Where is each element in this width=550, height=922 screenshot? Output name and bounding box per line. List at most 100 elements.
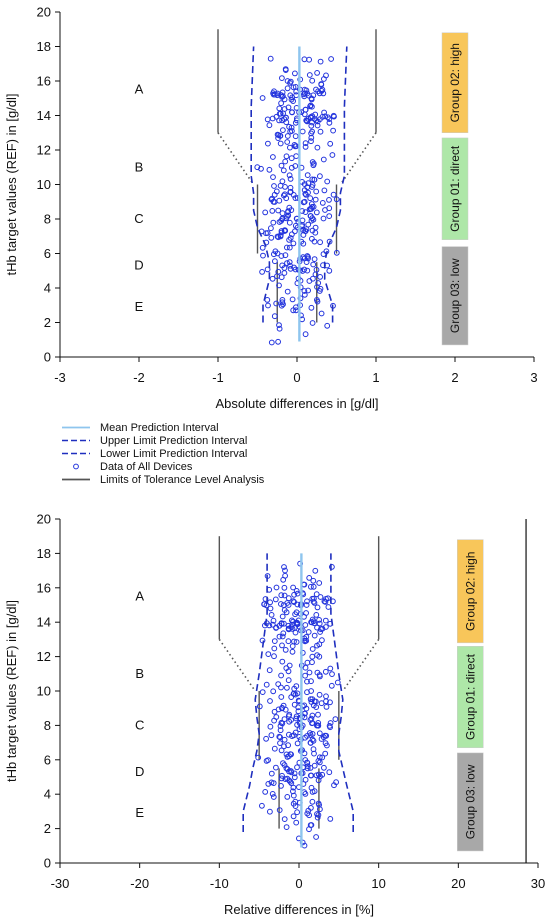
data-point <box>306 56 313 63</box>
data-point <box>309 653 316 660</box>
y-tick-label: 8 <box>44 718 51 733</box>
x-tick-label: -20 <box>130 876 149 891</box>
data-point <box>320 156 327 163</box>
data-point <box>277 727 284 734</box>
data-point <box>319 200 326 206</box>
data-point <box>283 195 290 202</box>
y-tick-label: 2 <box>44 821 51 836</box>
group-label: Group 01: direct <box>448 145 462 232</box>
data-point <box>322 732 329 739</box>
data-point <box>282 647 289 653</box>
data-point <box>327 816 334 822</box>
x-tick-label: -2 <box>133 370 145 385</box>
data-point <box>263 735 270 742</box>
data-point <box>286 753 292 759</box>
data-point <box>278 162 285 169</box>
data-point <box>255 754 262 761</box>
data-point <box>305 287 312 294</box>
data-point <box>327 140 334 147</box>
data-point <box>273 624 280 631</box>
data-point <box>270 780 277 786</box>
data-point <box>281 584 288 591</box>
data-point <box>309 320 316 326</box>
data-point <box>275 338 282 345</box>
data-point <box>304 759 311 766</box>
data-point <box>267 723 274 730</box>
data-point <box>323 704 330 710</box>
group-label: Group 01: direct <box>463 653 477 740</box>
data-point <box>310 618 317 625</box>
data-point <box>290 792 297 799</box>
x-axis-label: Absolute differences in [g/dl] <box>215 396 378 411</box>
data-point <box>325 604 332 610</box>
data-point <box>318 310 325 317</box>
data-point <box>317 629 324 635</box>
data-point <box>308 217 315 224</box>
data-point <box>293 588 300 594</box>
legend-label: Lower Limit Prediction Interval <box>100 448 247 460</box>
x-tick-label: -30 <box>51 876 70 891</box>
data-point <box>308 619 315 626</box>
data-point <box>289 296 296 303</box>
data-point <box>312 224 319 231</box>
data-point <box>284 288 291 295</box>
data-point <box>314 122 321 129</box>
data-point <box>289 643 296 649</box>
data-point <box>289 231 295 238</box>
data-point <box>287 78 294 85</box>
data-point <box>281 620 287 627</box>
x-tick-label: 3 <box>530 370 537 385</box>
data-point <box>282 572 289 579</box>
data-point <box>317 274 324 280</box>
data-point <box>311 600 318 606</box>
data-point <box>281 564 287 570</box>
data-point <box>271 251 277 258</box>
data-point <box>290 307 297 314</box>
data-point <box>259 244 266 251</box>
data-point <box>271 653 277 660</box>
data-point <box>279 658 286 665</box>
data-point <box>305 221 312 228</box>
data-point <box>285 626 292 633</box>
data-point <box>288 780 295 786</box>
data-point <box>284 766 291 773</box>
data-point <box>331 782 337 789</box>
data-point <box>273 714 280 720</box>
data-point <box>292 70 298 77</box>
y-tick-label: 16 <box>37 74 51 89</box>
data-point <box>327 724 334 731</box>
data-point <box>311 238 318 245</box>
data-point <box>315 758 322 764</box>
data-point <box>308 805 314 811</box>
group-box <box>441 246 469 346</box>
data-point <box>313 188 320 195</box>
data-point <box>327 720 334 726</box>
data-point <box>279 299 286 306</box>
data-point <box>281 716 288 722</box>
data-point <box>287 235 294 241</box>
data-point <box>311 788 318 795</box>
group-label: Group 03: low <box>448 258 462 333</box>
data-point <box>315 720 322 726</box>
data-point <box>278 253 285 259</box>
data-point <box>276 807 283 813</box>
x-tick-label: -1 <box>212 370 224 385</box>
data-point <box>329 671 335 677</box>
data-point <box>292 163 299 169</box>
data-point <box>277 140 284 147</box>
data-point <box>302 622 309 628</box>
data-point <box>294 590 301 597</box>
data-point <box>267 808 273 815</box>
data-point <box>311 176 318 183</box>
tolerance-limit-dotted <box>342 638 380 692</box>
y-tick-label: 20 <box>37 512 51 527</box>
data-point <box>322 599 329 605</box>
data-point <box>322 750 329 757</box>
region-label: A <box>135 82 144 97</box>
data-point <box>290 240 297 247</box>
data-point <box>269 195 276 202</box>
data-point <box>301 91 307 98</box>
data-point <box>315 777 322 784</box>
data-point <box>304 172 311 179</box>
x-tick-label: -10 <box>210 876 229 891</box>
